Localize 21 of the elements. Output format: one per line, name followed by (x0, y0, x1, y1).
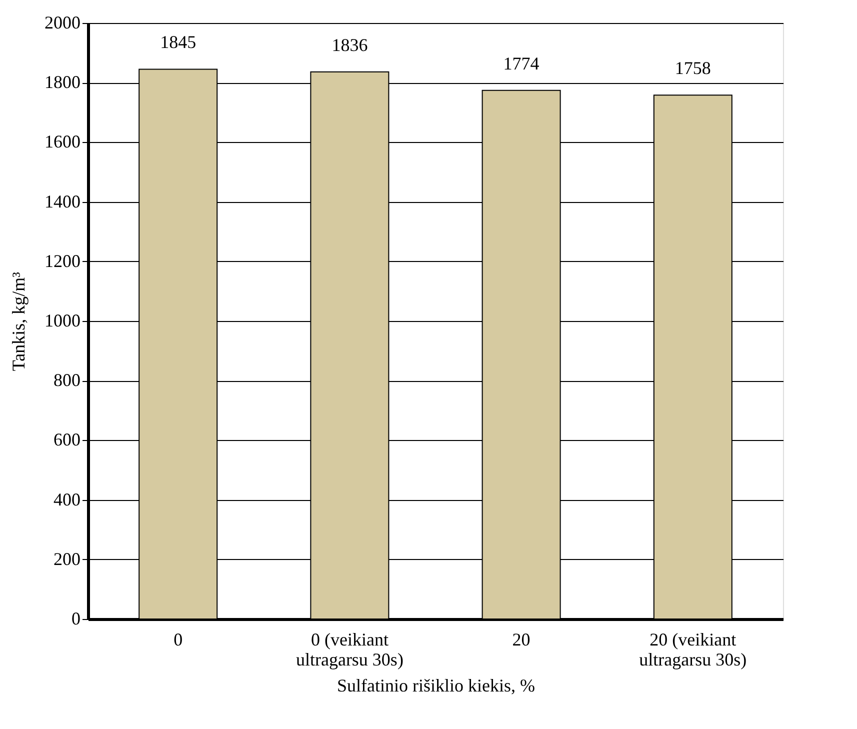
y-tick-label: 400 (54, 489, 80, 510)
y-tick-label: 200 (54, 548, 80, 569)
data-label: 1774 (503, 53, 540, 74)
y-tick-label: 1400 (44, 191, 80, 212)
y-tick-label: 1800 (44, 72, 80, 92)
y-tick-label: 600 (54, 430, 80, 450)
x-tick-label: 0 (veikiant ultragarsu 30s) (296, 630, 404, 670)
data-label: 1836 (332, 34, 368, 55)
y-axis-title: Tankis, kg/m³ (8, 271, 28, 372)
y-tick-label: 1000 (44, 310, 80, 330)
x-axis-title: Sulfatinio rišiklio kiekis, % (337, 676, 535, 696)
y-tick-label: 1600 (44, 132, 80, 152)
y-tick-label: 0 (72, 608, 80, 628)
data-label: 1758 (674, 58, 711, 78)
data-label: 1845 (160, 32, 196, 52)
y-tick-label: 1200 (44, 250, 80, 271)
x-tick-label: 20 (512, 630, 530, 650)
x-tick-label: 20 (veikiant ultragarsu 30s) (639, 630, 747, 670)
x-tick-label: 0 (174, 630, 183, 650)
y-tick-label: 800 (54, 370, 80, 390)
y-tick-label: 2000 (44, 12, 80, 32)
